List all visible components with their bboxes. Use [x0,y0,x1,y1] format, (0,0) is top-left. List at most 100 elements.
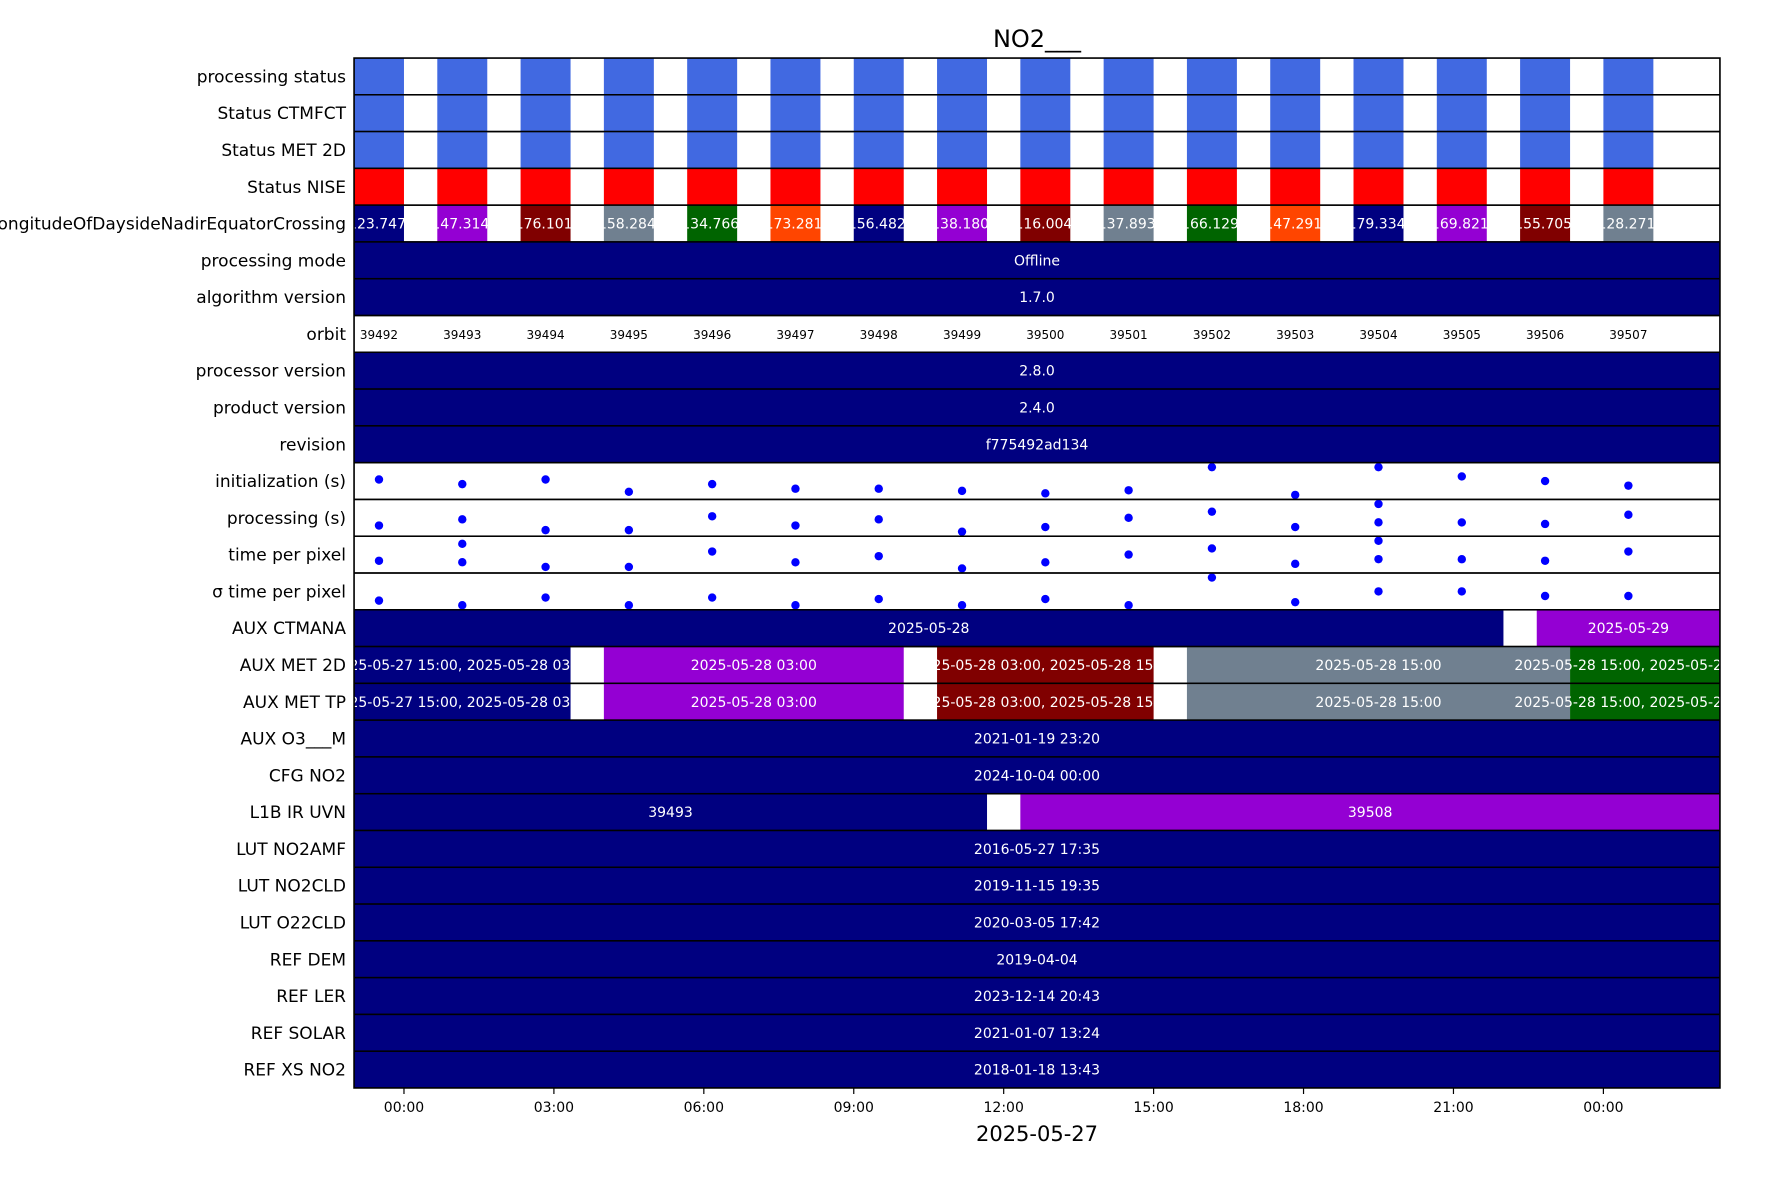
plot-frame [353,57,1721,1089]
value-cell [1353,205,1404,242]
x-tick-label: 06:00 [684,1100,724,1116]
data-point [791,601,800,610]
value-label: -179.3342 [1343,217,1415,233]
value-label: -123.7478 [343,217,415,233]
row-aux-ctmana: 2025-05-28 2025-05-29 [354,609,1720,648]
data-point [624,562,634,572]
band [1020,793,1720,831]
band-label: 2019-04-04 [996,952,1077,968]
data-point [1540,556,1550,565]
data-point [541,593,550,602]
status-cell [354,58,404,95]
status-cell [603,168,654,206]
x-tick-label: 12:00 [984,1100,1024,1116]
status-cell [770,58,821,95]
band [1570,683,1720,721]
status-cell [687,131,738,169]
band-label: 2025-05-28 15:00, 2025-05-29 03:00 [1514,658,1771,674]
status-cell [687,58,738,95]
band-label: 2016-05-27 17:35 [974,842,1100,858]
status-cell [770,94,821,132]
status-cell [937,58,988,95]
status-cell [603,58,654,95]
data-point [1374,587,1383,596]
band-label: 39493 [648,805,693,821]
row-label: REF SOLAR [251,1024,346,1044]
band-label: 2025-05-28 03:00, 2025-05-28 15:00 [915,658,1176,674]
data-point [874,594,883,604]
status-cell [1020,131,1071,169]
orbit-number: 39501 [1110,328,1148,342]
status-cell [1270,131,1321,169]
value-cell [1020,205,1071,242]
status-cell [853,168,904,206]
band-label: Offline [1014,253,1060,269]
data-point [1540,591,1550,601]
band [354,867,1720,905]
band-label: 2021-01-19 23:20 [974,732,1100,748]
row-lut-no2cld: 2019-11-15 19:35 [354,866,1720,905]
band-label: 2025-05-28 [888,621,969,637]
data-point [1374,536,1383,545]
row-label: time per pixel [228,546,346,566]
data-point [791,484,800,493]
status-cell [1520,131,1571,169]
orbit-number: 39502 [1193,328,1231,342]
status-cell [1520,58,1571,95]
status-cell [1353,168,1404,206]
status-cell [1436,58,1487,95]
status-cell [1103,131,1154,169]
value-cell [1103,205,1154,242]
status-cell [1603,131,1654,169]
status-cell [354,94,404,132]
band [937,646,1154,684]
status-cell [1436,94,1487,132]
data-point [874,484,883,493]
row-initialization-s [354,461,1720,501]
row-processing-status [354,58,1720,96]
band [1536,609,1720,647]
row-label: LUT O22CLD [240,913,346,933]
band [354,609,1504,647]
orbit-number: 39507 [1609,328,1647,342]
band [1186,646,1571,684]
row-orbit: 39492 39493 39494 39495 39496 39497 39498 39499… [354,314,1720,354]
band-label: 2025-05-29 [1588,621,1669,637]
row-label: product version [213,398,346,418]
row-label: REF XS NO2 [244,1061,347,1081]
row-label: REF DEM [270,950,346,970]
data-point [1207,544,1217,553]
band-label: 2025-05-28 15:00 [1315,695,1441,711]
band [354,646,571,684]
value-label: -147.3147 [426,217,498,233]
value-cell [437,205,488,242]
value-label: -176.1012 [510,217,582,233]
row-frame [354,461,1720,501]
data-point [374,596,384,605]
orbit-number: 39506 [1526,328,1564,342]
data-point [1624,481,1633,490]
data-point [1457,518,1466,527]
data-point [874,551,883,561]
value-label: -158.2844 [593,217,665,233]
row-label: orbit [306,325,346,345]
row-product-version: 2.4.0 [354,388,1720,427]
data-point [1124,486,1133,495]
band [354,389,1720,426]
data-point [1457,555,1466,564]
value-label: -137.8931 [1093,217,1165,233]
band-label: f775492ad134 [986,437,1089,453]
status-cell [437,58,488,95]
status-cell [937,131,988,169]
band-label: 2.4.0 [1019,400,1055,416]
data-point [458,479,467,489]
data-point [541,475,550,484]
x-tick-label: 18:00 [1283,1100,1323,1116]
row-processing-mode: Offline [354,241,1720,280]
value-label: -169.8216 [1426,217,1498,233]
band [1570,646,1720,684]
band [354,425,1720,463]
data-point [1291,597,1300,607]
row-status-met-2d [354,130,1720,170]
row-label: processor version [196,362,346,382]
